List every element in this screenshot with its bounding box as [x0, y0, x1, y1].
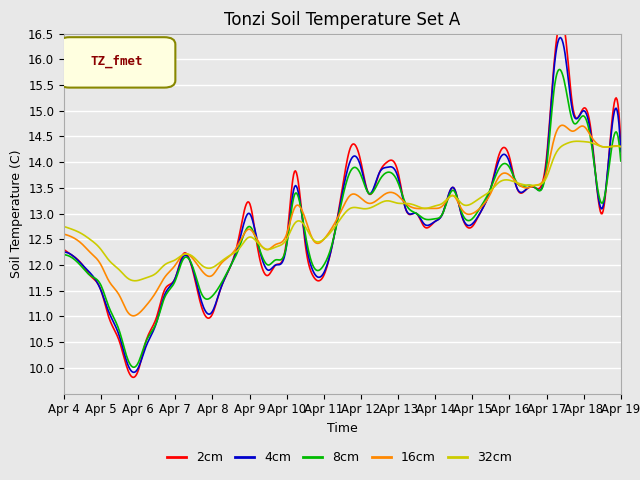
16cm — [159, 276, 167, 282]
8cm — [313, 267, 321, 273]
8cm — [556, 67, 563, 72]
16cm — [480, 201, 488, 206]
2cm — [313, 277, 321, 283]
32cm — [131, 278, 138, 284]
32cm — [617, 144, 625, 149]
8cm — [60, 252, 68, 258]
16cm — [204, 273, 212, 279]
4cm — [159, 295, 167, 301]
2cm — [60, 247, 68, 252]
32cm — [60, 224, 68, 229]
FancyBboxPatch shape — [58, 37, 175, 87]
4cm — [313, 274, 321, 279]
Line: 2cm: 2cm — [64, 20, 621, 377]
32cm — [433, 203, 440, 208]
16cm — [313, 240, 321, 246]
2cm — [389, 158, 397, 164]
8cm — [389, 171, 397, 177]
4cm — [480, 203, 488, 208]
8cm — [204, 296, 212, 302]
Title: Tonzi Soil Temperature Set A: Tonzi Soil Temperature Set A — [224, 11, 461, 29]
2cm — [204, 315, 212, 321]
2cm — [159, 290, 167, 296]
4cm — [130, 370, 138, 375]
16cm — [617, 144, 625, 149]
4cm — [204, 311, 212, 317]
4cm — [617, 149, 625, 155]
4cm — [389, 165, 397, 170]
32cm — [159, 263, 167, 269]
8cm — [159, 298, 167, 303]
16cm — [389, 190, 397, 195]
32cm — [573, 138, 581, 144]
16cm — [130, 313, 138, 319]
Text: TZ_fmet: TZ_fmet — [91, 55, 143, 68]
32cm — [480, 192, 488, 198]
8cm — [433, 216, 440, 221]
Line: 4cm: 4cm — [64, 37, 621, 372]
4cm — [60, 249, 68, 255]
16cm — [60, 231, 68, 237]
4cm — [557, 35, 564, 40]
8cm — [480, 198, 488, 204]
2cm — [480, 203, 488, 208]
X-axis label: Time: Time — [327, 422, 358, 435]
Legend: 2cm, 4cm, 8cm, 16cm, 32cm: 2cm, 4cm, 8cm, 16cm, 32cm — [162, 446, 516, 469]
16cm — [558, 122, 566, 128]
2cm — [557, 17, 565, 23]
2cm — [433, 217, 440, 223]
32cm — [313, 239, 321, 245]
Line: 8cm: 8cm — [64, 70, 621, 367]
8cm — [617, 158, 625, 164]
4cm — [433, 217, 440, 223]
2cm — [130, 374, 138, 380]
32cm — [204, 265, 212, 271]
Line: 32cm: 32cm — [64, 141, 621, 281]
2cm — [617, 141, 625, 147]
16cm — [433, 205, 440, 211]
Y-axis label: Soil Temperature (C): Soil Temperature (C) — [10, 149, 22, 278]
8cm — [130, 364, 138, 370]
Line: 16cm: 16cm — [64, 125, 621, 316]
32cm — [389, 199, 397, 205]
